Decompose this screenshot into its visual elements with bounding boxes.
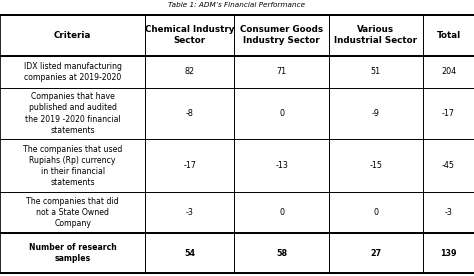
Text: Various
Industrial Sector: Various Industrial Sector: [334, 25, 418, 46]
Bar: [0, 233, 145, 273]
Text: Criteria: Criteria: [54, 31, 91, 40]
Text: Chemical Industry
Sector: Chemical Industry Sector: [145, 25, 235, 46]
Text: Number of research
samples: Number of research samples: [29, 243, 117, 263]
Bar: [423, 88, 474, 139]
Bar: [0, 88, 145, 139]
Text: Total: Total: [437, 31, 461, 40]
Bar: [235, 15, 329, 56]
Text: IDX listed manufacturing
companies at 2019-2020: IDX listed manufacturing companies at 20…: [24, 62, 122, 82]
Text: 58: 58: [276, 248, 287, 258]
Text: 0: 0: [279, 208, 284, 217]
Bar: [0, 56, 145, 88]
Bar: [235, 139, 329, 192]
Bar: [235, 56, 329, 88]
Text: -3: -3: [445, 208, 453, 217]
Bar: [329, 56, 423, 88]
Text: 82: 82: [185, 67, 195, 76]
Text: 204: 204: [441, 67, 456, 76]
Bar: [329, 192, 423, 233]
Text: -17: -17: [442, 109, 455, 118]
Bar: [0, 192, 145, 233]
Text: 54: 54: [184, 248, 195, 258]
Text: The companies that used
Rupiahs (Rp) currency
in their financial
statements: The companies that used Rupiahs (Rp) cur…: [23, 145, 122, 187]
Text: 0: 0: [374, 208, 378, 217]
Text: Table 1: ADM’s Financial Performance: Table 1: ADM’s Financial Performance: [168, 2, 306, 8]
Bar: [423, 192, 474, 233]
Bar: [0, 15, 145, 56]
Text: -3: -3: [186, 208, 194, 217]
Bar: [235, 88, 329, 139]
Bar: [329, 15, 423, 56]
Bar: [423, 233, 474, 273]
Bar: [235, 233, 329, 273]
Bar: [423, 15, 474, 56]
Text: -9: -9: [372, 109, 380, 118]
Text: Consumer Goods
Industry Sector: Consumer Goods Industry Sector: [240, 25, 323, 46]
Bar: [329, 88, 423, 139]
Text: 139: 139: [440, 248, 457, 258]
Bar: [423, 56, 474, 88]
Text: -17: -17: [183, 161, 196, 170]
Bar: [329, 139, 423, 192]
Bar: [145, 56, 235, 88]
Text: 51: 51: [371, 67, 381, 76]
Text: -13: -13: [275, 161, 288, 170]
Text: 71: 71: [276, 67, 287, 76]
Bar: [145, 192, 235, 233]
Bar: [423, 139, 474, 192]
Text: Companies that have
published and audited
the 2019 -2020 financial
statements: Companies that have published and audite…: [25, 92, 120, 135]
Bar: [145, 139, 235, 192]
Text: -15: -15: [369, 161, 383, 170]
Text: -8: -8: [186, 109, 194, 118]
Text: 0: 0: [279, 109, 284, 118]
Text: -45: -45: [442, 161, 455, 170]
Bar: [329, 233, 423, 273]
Text: 27: 27: [370, 248, 382, 258]
Bar: [145, 15, 235, 56]
Text: The companies that did
not a State Owned
Company: The companies that did not a State Owned…: [26, 197, 119, 228]
Bar: [0, 139, 145, 192]
Bar: [235, 192, 329, 233]
Bar: [145, 233, 235, 273]
Bar: [145, 88, 235, 139]
